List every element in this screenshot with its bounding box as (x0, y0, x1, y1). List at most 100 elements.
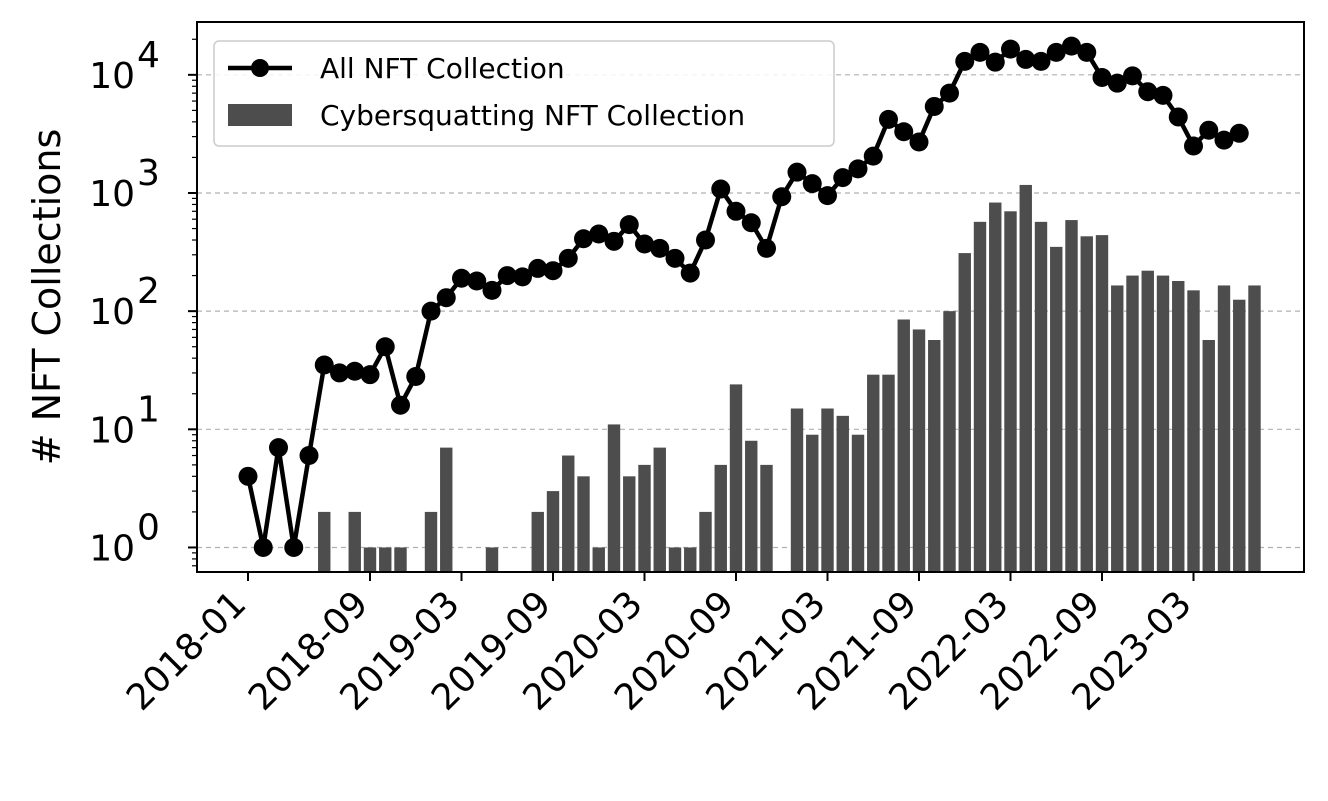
all-collections-point (1092, 67, 1112, 87)
all-collections-point (284, 537, 304, 557)
all-collections-point (894, 122, 914, 142)
y-tick-exponent: 3 (137, 153, 160, 194)
all-collections-point (269, 438, 288, 458)
all-collections-point (513, 267, 532, 287)
cybersquatting-bar (928, 339, 941, 572)
all-collections-point (772, 187, 792, 207)
cybersquatting-bar (714, 464, 727, 572)
all-collections-point (436, 288, 456, 308)
all-collections-point (619, 215, 639, 235)
cybersquatting-bar (1050, 246, 1063, 572)
cybersquatting-bar (760, 464, 773, 572)
all-collections-point (1062, 36, 1081, 56)
y-tick-label: 10 (89, 528, 135, 569)
cybersquatting-bar (943, 311, 956, 572)
all-collections-point (1199, 120, 1219, 140)
all-collections-point (1107, 73, 1127, 93)
all-collections-point (543, 261, 563, 281)
all-collections-point (924, 96, 944, 116)
all-collections-point (467, 271, 487, 291)
cybersquatting-bar (1172, 280, 1185, 572)
cybersquatting-bar (424, 511, 438, 572)
all-collections-point (833, 168, 853, 188)
all-collections-point (863, 146, 883, 166)
cybersquatting-bar (851, 434, 865, 572)
cybersquatting-bar (623, 476, 636, 572)
all-collections-point (985, 52, 1005, 72)
cybersquatting-bar (897, 319, 910, 572)
y-tick-label: 10 (89, 174, 135, 215)
legend-bar-swatch (228, 104, 292, 126)
legend-label-all: All NFT Collection (320, 52, 565, 85)
cybersquatting-bar (531, 511, 544, 572)
all-collections-point (726, 201, 746, 221)
cybersquatting-bar (592, 547, 605, 572)
all-collections-line (238, 36, 1249, 557)
all-collections-point (391, 395, 410, 415)
cybersquatting-bar (729, 384, 743, 572)
all-collections-point (299, 446, 319, 466)
all-collections-point (421, 301, 441, 321)
cybersquatting-bar (348, 511, 361, 572)
all-collections-point (650, 238, 670, 258)
all-collections-point (589, 224, 609, 244)
all-collections-point (528, 258, 548, 278)
cybersquatting-bar (668, 547, 682, 572)
all-collections-point (375, 337, 395, 357)
y-tick-label: 10 (89, 292, 135, 333)
cybersquatting-bar (379, 547, 392, 572)
all-collections-point (604, 231, 624, 251)
cybersquatting-bar (318, 511, 331, 572)
y-tick-exponent: 1 (137, 389, 160, 430)
all-collections-point (802, 174, 822, 194)
all-collections-point (635, 234, 654, 254)
all-collections-point (574, 229, 593, 249)
cybersquatting-bar (882, 374, 895, 572)
cybersquatting-bar (562, 455, 575, 572)
cybersquatting-bar (363, 547, 377, 572)
cybersquatting-bar (1187, 290, 1200, 572)
plot-frame (196, 21, 1305, 573)
legend: All NFT Collection Cybersquatting NFT Co… (213, 40, 835, 147)
cybersquatting-bar (394, 547, 407, 572)
cybersquatting-bar (1217, 285, 1231, 572)
all-collections-point (330, 363, 349, 383)
all-collections-point (345, 361, 365, 381)
all-collections-point (1001, 39, 1020, 59)
cybersquatting-bar (1034, 221, 1048, 572)
all-collections-point (787, 162, 807, 182)
all-collections-point (360, 365, 380, 385)
all-collections-point (1168, 107, 1188, 127)
all-collections-point (1153, 85, 1173, 105)
cybersquatting-bar (836, 415, 849, 572)
all-collections-point (1214, 130, 1234, 150)
y-tick-exponent: 2 (137, 271, 160, 312)
all-collections-point (711, 179, 731, 199)
cybersquatting-bar (821, 408, 834, 572)
all-collections-point (818, 186, 837, 206)
cybersquatting-bar (790, 408, 804, 572)
all-collections-point (452, 268, 471, 288)
y-tick-exponent: 0 (137, 507, 160, 548)
cybersquatting-bar (546, 491, 560, 572)
cybersquatting-bar (1248, 285, 1261, 572)
all-collections-point (1046, 42, 1066, 62)
cybersquatting-bar (607, 424, 621, 572)
all-collections-point (1077, 42, 1097, 62)
all-collections-point (909, 132, 929, 152)
legend-marker-swatch (251, 59, 269, 77)
cybersquatting-bar (699, 511, 712, 572)
all-collections-point (1229, 123, 1249, 143)
all-collections-point (1123, 66, 1142, 86)
cybersquatting-bar (1202, 339, 1215, 572)
all-collections-point (1138, 82, 1158, 102)
all-collections-point (1184, 136, 1203, 156)
all-collections-point (757, 238, 776, 258)
all-collections-point (955, 51, 975, 71)
all-collections-point (558, 248, 578, 268)
cybersquatting-bar (745, 440, 758, 572)
all-collections-point (848, 159, 868, 179)
all-collections-point (497, 266, 517, 286)
cybersquatting-bar (1065, 220, 1078, 572)
